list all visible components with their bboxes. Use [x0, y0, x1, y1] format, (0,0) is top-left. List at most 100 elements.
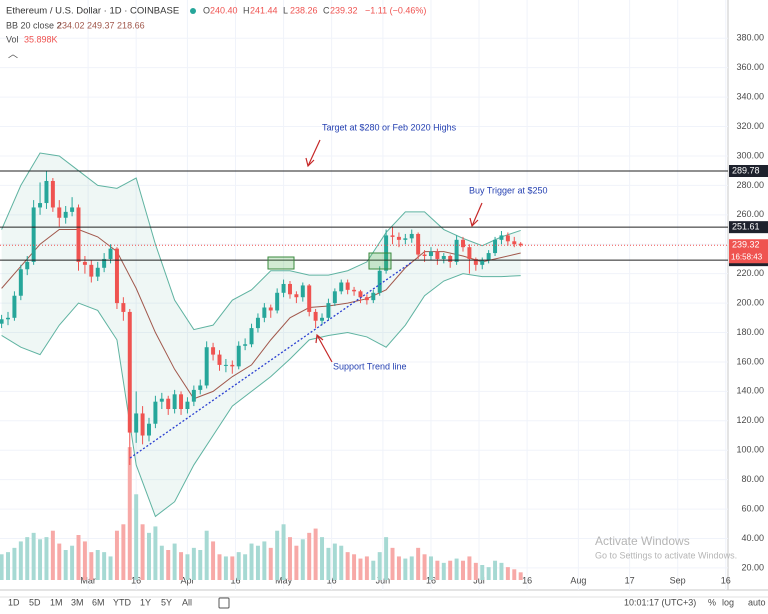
- scale-option[interactable]: auto: [748, 597, 766, 607]
- candle-body: [505, 235, 510, 242]
- arrow: [471, 202, 483, 227]
- x-tick-label: 16: [131, 575, 141, 585]
- candle-body: [6, 317, 10, 320]
- volume-bar: [121, 524, 126, 580]
- bb-values: 234.02 249.37 218.66: [57, 20, 145, 30]
- candle-body: [454, 239, 459, 262]
- x-tick-label: 16: [426, 575, 436, 585]
- y-tick-label: 320.00: [736, 121, 764, 131]
- x-tick-label: Aug: [570, 575, 586, 585]
- range-button[interactable]: 6M: [92, 597, 105, 607]
- range-button[interactable]: 1Y: [140, 597, 151, 607]
- candle-body: [416, 233, 421, 255]
- candle-body: [127, 311, 132, 433]
- volume-bar: [416, 547, 421, 580]
- range-button[interactable]: 1M: [50, 597, 63, 607]
- status-dot: [190, 8, 196, 14]
- candle-body: [243, 344, 248, 346]
- volume-bar: [255, 545, 260, 580]
- volume-bar: [230, 556, 235, 580]
- y-tick-label: 180.00: [736, 327, 764, 337]
- volume-bar: [82, 541, 87, 580]
- ohlc-label: C: [323, 5, 330, 15]
- volume-bar: [6, 552, 10, 580]
- volume-bar: [114, 530, 119, 580]
- volume-bar: [512, 569, 517, 580]
- candle-body: [448, 256, 453, 262]
- candle-body: [134, 413, 139, 433]
- x-tick-label: May: [275, 575, 293, 585]
- candle-body: [159, 398, 164, 402]
- candle-body: [313, 311, 318, 321]
- volume-bar: [249, 543, 254, 580]
- volume-bar: [166, 550, 171, 580]
- candle-body: [441, 256, 446, 259]
- candle-body: [217, 354, 222, 365]
- volume-bar: [147, 532, 151, 580]
- y-tick-label: 120.00: [736, 415, 764, 425]
- candle-body: [191, 389, 196, 402]
- collapse[interactable]: ︿: [8, 50, 18, 61]
- y-tick-label: 140.00: [736, 386, 764, 396]
- candle-body: [480, 260, 485, 265]
- goto-date[interactable]: [218, 597, 230, 609]
- watermark-subtitle: Go to Settings to activate Windows.: [595, 550, 737, 560]
- volume-bar: [223, 556, 228, 580]
- range-button[interactable]: 3M: [71, 597, 84, 607]
- volume-bar: [236, 552, 241, 580]
- candle-body: [409, 233, 414, 239]
- candle-body: [230, 364, 235, 367]
- arrow: [316, 334, 333, 363]
- volume-bar: [31, 532, 36, 580]
- annotation: Buy Trigger at $250: [469, 185, 548, 195]
- volume-bar: [287, 537, 292, 580]
- x-tick-label: 16: [721, 575, 731, 585]
- range-button[interactable]: 5Y: [161, 597, 172, 607]
- level-tag: [729, 221, 768, 234]
- range-button[interactable]: All: [182, 597, 192, 607]
- x-tick-label: 16: [231, 575, 241, 585]
- band-middle: [1, 229, 521, 400]
- candle-body: [275, 292, 280, 311]
- volume-bar: [339, 545, 344, 580]
- scale-option[interactable]: %: [708, 597, 716, 607]
- volume-bar: [371, 560, 376, 580]
- volume-bar: [76, 535, 81, 580]
- range-button[interactable]: YTD: [113, 597, 132, 607]
- volume-bar: [44, 537, 49, 580]
- candle-body: [114, 248, 119, 304]
- x-tick-label: Jun: [376, 575, 391, 585]
- volume-bar: [428, 556, 433, 580]
- volume-bar: [179, 552, 184, 580]
- volume-bar: [332, 543, 337, 580]
- candle-body: [236, 345, 241, 367]
- candle-body: [38, 203, 43, 208]
- x-tick-label: 16: [522, 575, 532, 585]
- volume-bar: [217, 554, 222, 580]
- range-button[interactable]: 5D: [29, 597, 41, 607]
- range-button[interactable]: 1D: [8, 597, 20, 607]
- candle-body: [339, 282, 344, 292]
- volume-bar: [441, 562, 446, 580]
- x-tick-label: Jul: [473, 575, 485, 585]
- volume-bar: [345, 552, 350, 580]
- volume-bar: [18, 541, 23, 580]
- scale-option[interactable]: log: [722, 597, 734, 607]
- candle-body: [287, 283, 292, 295]
- x-tick-label: 16: [327, 575, 337, 585]
- y-tick-label: 80.00: [741, 474, 764, 484]
- y-tick-label: 200.00: [736, 297, 764, 307]
- annotation: Target at $280 or Feb 2020 Highs: [322, 122, 457, 132]
- candle-body: [518, 243, 523, 246]
- chart-title: Ethereum / U.S. Dollar · 1D · COINBASE: [6, 6, 179, 17]
- y-tick-label: 340.00: [736, 91, 764, 101]
- candle-body: [147, 423, 151, 436]
- zone-box: [267, 256, 295, 270]
- level-label: 289.78: [732, 165, 760, 175]
- zone-box: [368, 252, 392, 270]
- ohlc-value: 238.26: [290, 5, 318, 15]
- candle-body: [358, 291, 363, 298]
- volume-bar: [435, 560, 440, 580]
- volume-bar: [499, 562, 504, 580]
- volume-bar: [70, 545, 75, 580]
